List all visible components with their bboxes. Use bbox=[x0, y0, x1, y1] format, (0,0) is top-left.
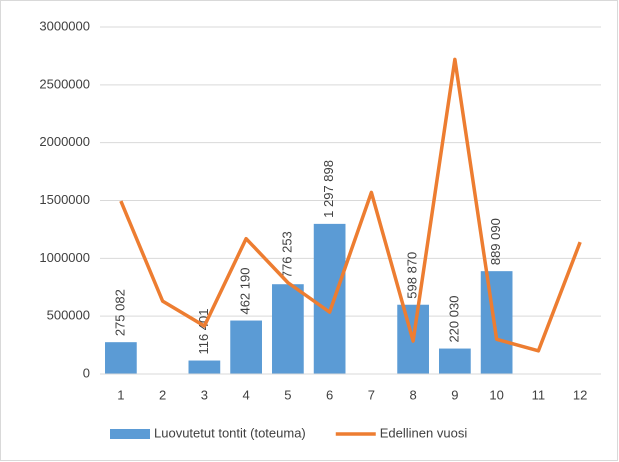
x-tick-label: 3 bbox=[201, 387, 208, 402]
data-label: 598 870 bbox=[405, 252, 420, 299]
bar bbox=[230, 320, 262, 374]
data-label: 220 030 bbox=[446, 296, 461, 343]
legend-swatch bbox=[110, 429, 150, 439]
bar bbox=[439, 348, 471, 374]
y-tick-label: 3000000 bbox=[39, 18, 90, 33]
x-tick-label: 8 bbox=[410, 387, 417, 402]
data-label: 1 297 898 bbox=[321, 160, 336, 218]
data-label: 776 253 bbox=[279, 231, 294, 278]
x-tick-label: 4 bbox=[243, 387, 250, 402]
x-tick-label: 6 bbox=[326, 387, 333, 402]
legend-label: Edellinen vuosi bbox=[380, 425, 468, 440]
y-tick-label: 0 bbox=[83, 365, 90, 380]
x-tick-label: 12 bbox=[573, 387, 587, 402]
bar bbox=[105, 342, 137, 374]
data-label: 462 190 bbox=[238, 268, 253, 315]
bar bbox=[188, 360, 221, 374]
x-tick-label: 10 bbox=[489, 387, 503, 402]
data-label: 275 082 bbox=[112, 289, 127, 336]
bar bbox=[272, 284, 304, 374]
x-tick-label: 1 bbox=[117, 387, 124, 402]
y-tick-label: 500000 bbox=[47, 308, 90, 323]
x-tick-label: 2 bbox=[159, 387, 166, 402]
line bbox=[119, 57, 582, 353]
bar bbox=[480, 271, 513, 374]
y-tick-label: 2500000 bbox=[39, 76, 90, 91]
x-tick-label: 9 bbox=[451, 387, 458, 402]
data-label: 889 090 bbox=[488, 218, 503, 265]
legend-label: Luovutetut tontit (toteuma) bbox=[154, 425, 306, 440]
y-tick-label: 1000000 bbox=[39, 250, 90, 265]
x-tick-label: 11 bbox=[532, 387, 546, 402]
bar bbox=[313, 223, 346, 374]
x-tick-label: 7 bbox=[368, 387, 375, 402]
y-tick-label: 2000000 bbox=[39, 134, 90, 149]
y-tick-label: 1500000 bbox=[39, 192, 90, 207]
x-tick-label: 5 bbox=[284, 387, 291, 402]
